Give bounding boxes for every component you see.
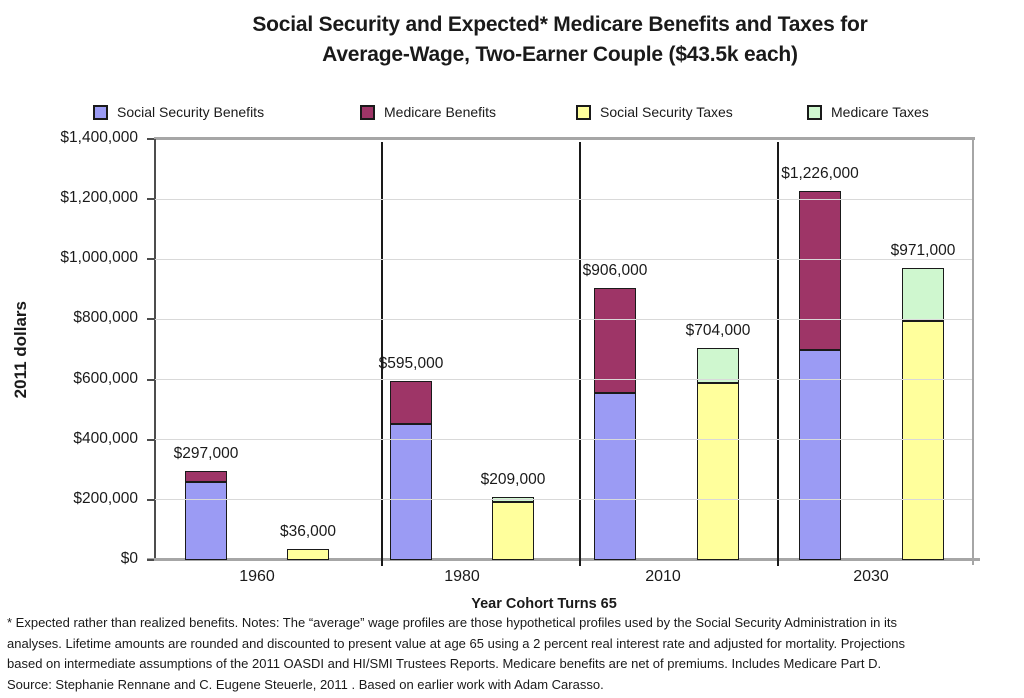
legend-swatch-medicare-taxes (807, 104, 822, 120)
y-axis-tick-mark (147, 559, 154, 561)
legend-swatch-medicare-benefits (360, 104, 375, 120)
bar-total-label: $704,000 (685, 322, 751, 340)
chart-title: Social Security and Expected* Medicare B… (96, 10, 1024, 70)
y-axis-tick-label: $800,000 (73, 309, 138, 327)
legend-label: Medicare Benefits (384, 104, 497, 120)
y-axis-tick-mark (147, 138, 154, 140)
y-axis-tick-mark (147, 198, 154, 201)
footnote-line-4: Source: Stephanie Rennane and C. Eugene … (7, 676, 604, 692)
bar-taxes-1980 (492, 497, 534, 560)
y-axis-tick-label: $200,000 (73, 489, 138, 507)
bar-total-label: $36,000 (279, 523, 337, 541)
bar-segment-social-security-taxes (902, 320, 944, 560)
bar-segment-social-security-benefits (390, 424, 432, 560)
legend-item-medicare-benefits: Medicare Benefits (360, 103, 496, 121)
bar-segment-medicare-taxes (697, 348, 739, 384)
y-axis-tick-label: $0 (120, 550, 138, 567)
x-axis-title: Year Cohort Turns 65 (471, 596, 617, 612)
footnote-line-2: analyses. Lifetime amounts are rounded a… (7, 635, 906, 651)
bar-segment-medicare-benefits (390, 381, 432, 425)
footnote: * Expected rather than realized benefits… (7, 613, 1021, 695)
legend-label: Social Security Taxes (600, 104, 733, 120)
gridline (155, 258, 972, 260)
y-axis-tick-mark (147, 318, 154, 321)
bar-total-label: $297,000 (173, 444, 239, 462)
legend-item-medicare-taxes: Medicare Taxes (807, 103, 929, 121)
bar-total-label: $209,000 (480, 471, 546, 489)
x-category-label-1960: 1960 (239, 568, 275, 585)
gridline (155, 198, 972, 200)
category-separator-line (579, 142, 581, 566)
legend-swatch-social-security-taxes (576, 104, 591, 120)
bar-taxes-2010 (697, 348, 739, 560)
x-category-label-2030: 2030 (853, 568, 889, 585)
x-category-label-1980: 1980 (444, 568, 480, 585)
y-axis-tick-label: $1,400,000 (60, 129, 138, 146)
bar-segment-social-security-benefits (799, 349, 841, 560)
gridline (155, 379, 972, 381)
y-axis-tick-mark (147, 438, 154, 441)
bar-benefits-2010 (594, 287, 636, 560)
gridline (155, 499, 972, 501)
y-axis-tick-mark (147, 378, 154, 381)
y-axis-tick-label: $600,000 (73, 369, 138, 387)
bar-segment-medicare-benefits (594, 287, 636, 394)
plot-area: 1960 1980 2010 2030 Year Cohort Turns 65… (147, 137, 980, 612)
y-axis-tick-label: $400,000 (73, 429, 138, 447)
legend-item-social-security-taxes: Social Security Taxes (576, 103, 733, 121)
y-axis-tick-label: $1,200,000 (60, 189, 138, 207)
legend-label: Social Security Benefits (117, 104, 265, 120)
gridline (155, 439, 972, 441)
bar-taxes-2030 (902, 268, 944, 560)
x-axis-line (147, 558, 980, 561)
bar-segment-social-security-benefits (185, 482, 227, 560)
bar-segment-social-security-taxes (492, 502, 534, 560)
y-axis-tick-mark (147, 498, 154, 501)
chart-title-line-1: Social Security and Expected* Medicare B… (252, 13, 868, 36)
y-axis-line (154, 139, 156, 560)
bar-segment-medicare-benefits (185, 470, 227, 483)
bar-segment-medicare-benefits (799, 191, 841, 350)
bar-segment-social-security-taxes (287, 549, 329, 560)
footnote-line-3: based on intermediate assumptions of the… (7, 656, 882, 671)
legend-swatch-social-security-benefits (93, 104, 108, 120)
bar-benefits-1980 (390, 381, 432, 560)
bar-segment-medicare-taxes (902, 268, 944, 321)
y-axis-tick-mark (147, 258, 154, 261)
bar-taxes-1960 (287, 549, 329, 560)
bar-total-label: $1,226,000 (781, 165, 859, 183)
category-separator-line (381, 142, 383, 566)
chart-title-line-2: Average-Wage, Two-Earner Couple ($43.5k … (322, 43, 798, 66)
bar-total-label: $595,000 (378, 355, 444, 373)
gridline (155, 318, 972, 320)
plot-top-border (154, 137, 975, 140)
bar-total-label: $971,000 (890, 242, 956, 260)
footnote-line-1: * Expected rather than realized benefits… (7, 615, 898, 630)
x-category-label-2010: 2010 (645, 568, 681, 585)
plot-right-border (972, 137, 974, 565)
y-axis-tick-labels: $0 $200,000 $400,000 $600,000 $800,000 $1,000… (30, 129, 138, 567)
category-separator-line (777, 142, 779, 566)
legend-label: Medicare Taxes (831, 104, 929, 120)
bar-benefits-1960 (185, 470, 227, 560)
bar-segment-social-security-taxes (697, 383, 739, 560)
y-axis-title: 2011 dollars (11, 300, 30, 399)
bar-total-label: $906,000 (582, 261, 648, 279)
y-axis-tick-label: $1,000,000 (60, 249, 138, 267)
bar-segment-social-security-benefits (594, 393, 636, 560)
bar-benefits-2030 (799, 191, 841, 560)
legend-item-social-security-benefits: Social Security Benefits (93, 103, 264, 121)
